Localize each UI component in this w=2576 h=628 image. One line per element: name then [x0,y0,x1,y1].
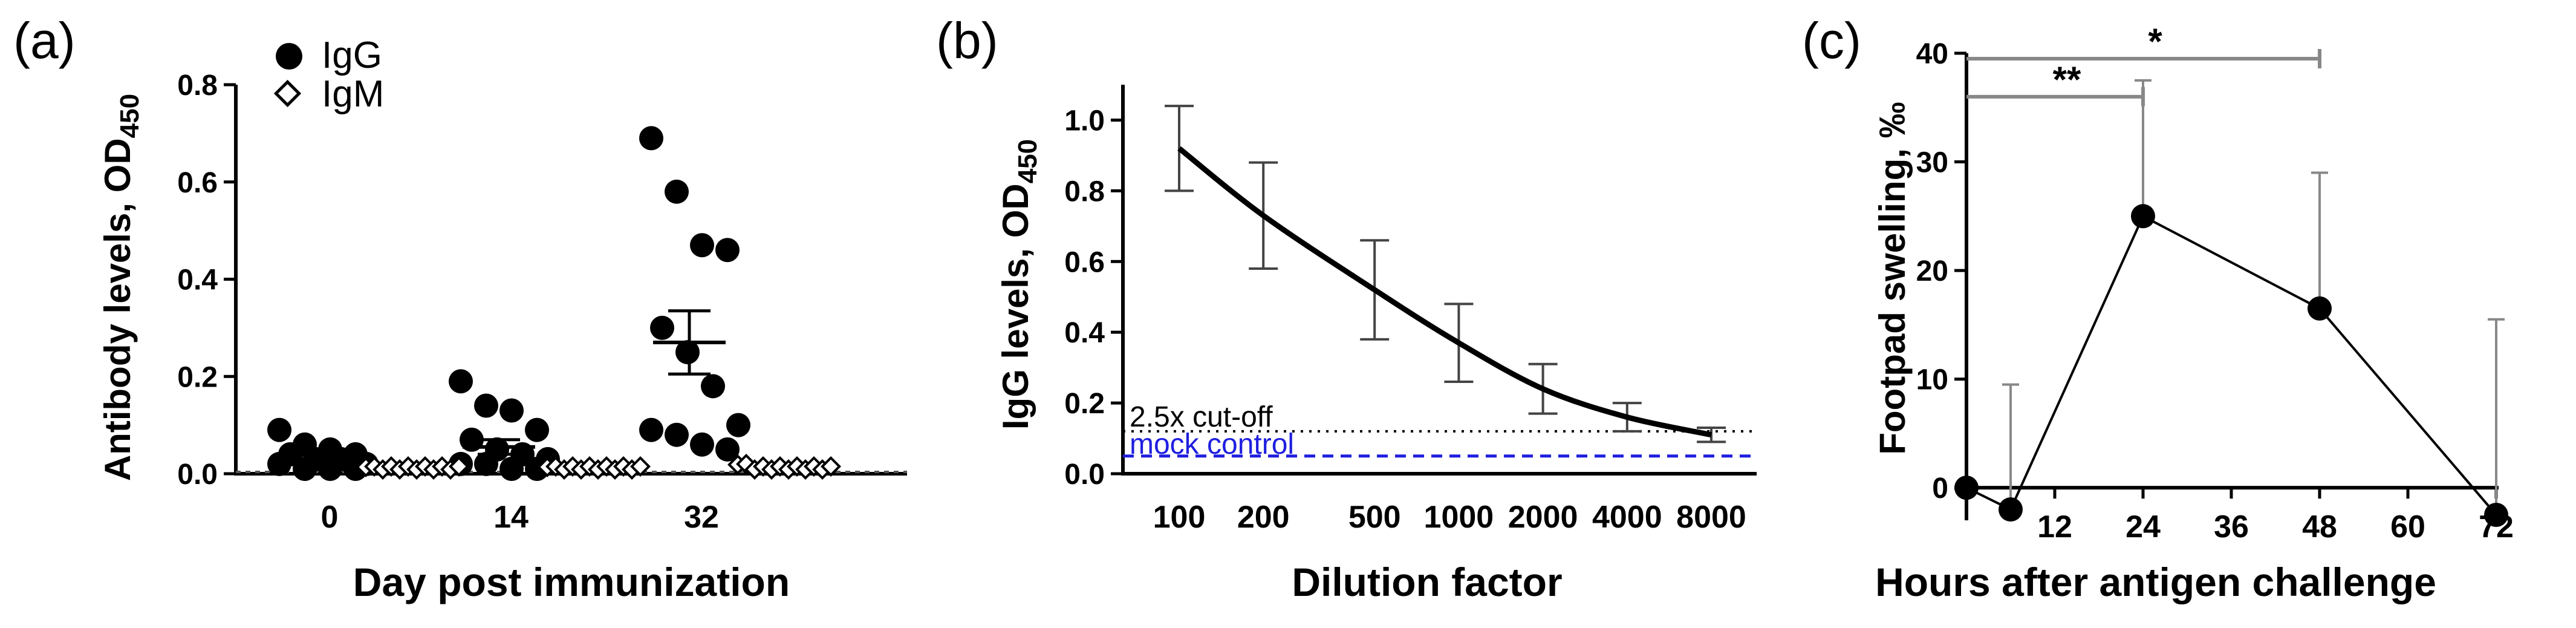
igg-point [690,233,714,258]
igg-point [525,417,549,442]
panel-a-points [267,126,841,481]
y-tick-label: 0.4 [1064,317,1105,349]
swelling-point [2308,296,2332,321]
legend-igm-marker [273,79,302,108]
cutoff-label: 2.5x cut-off [1130,401,1273,433]
x-tick-label: 200 [1237,500,1290,535]
y-tick-label: 1.0 [1064,105,1105,137]
igg-point [650,315,674,340]
significance-brackets: *** [1966,21,2321,106]
y-tick-label: 20 [1916,255,1948,287]
panel-c-points [1954,204,2508,528]
igg-point [449,369,473,394]
x-tick-label: 12 [2037,509,2072,545]
panel-b-y-label: IgG levels, OD450 [995,139,1042,430]
panel-c-x-ticks: 12 24 36 48 60 72 [2037,488,2514,545]
x-tick-label: 32 [684,500,719,535]
igg-point [499,456,524,481]
y-tick-label: 0.8 [177,70,218,102]
panel-a-scatter: (a) 0.0 0.2 0.4 0.6 0.8 0 14 32 IgG IgM Antibo… [13,12,907,604]
y-tick-label: 40 [1916,38,1948,70]
x-tick-label: 24 [2126,509,2161,545]
igg-point [499,398,524,423]
y-tick-label: 0 [1932,473,1948,505]
igg-point [665,179,689,204]
panel-c-error-bars [2002,79,2505,515]
panel-a-x-ticks: 0 14 32 [321,500,719,535]
significance-label: * [2148,21,2162,62]
swelling-point [1999,497,2023,522]
panel-c-y-label: Footpad swelling, ‰ [1872,102,1913,454]
x-tick-label: 1000 [1424,500,1494,535]
x-tick-label: 8000 [1676,500,1746,535]
y-tick-label: 30 [1916,147,1948,179]
igg-point [726,413,750,437]
y-tick-label: 0.6 [1064,246,1105,278]
igg-point [639,126,663,151]
igg-point [715,238,740,263]
panel-a-label: (a) [13,12,76,69]
mock-control-label: mock control [1130,428,1294,460]
x-tick-label: 4000 [1592,500,1662,535]
panel-a-y-ticks: 0.0 0.2 0.4 0.6 0.8 [177,70,236,491]
panel-b-error-bars [1165,105,1726,443]
panel-b-label: (b) [936,12,998,69]
igm-point [630,456,651,477]
panel-b-x-ticks: 100 200 500 1000 2000 4000 8000 [1153,500,1746,535]
panel-a-y-label: Antibody levels, OD450 [97,94,145,481]
legend-igg-label: IgG [322,34,382,76]
y-tick-label: 0.6 [177,167,218,199]
panel-b-dilution: (b) 0.0 0.2 0.4 0.6 0.8 1.0 100 200 500 1000 2000… [936,12,1757,604]
swelling-point [1954,476,1979,500]
panel-a-legend: IgG IgM [273,34,384,115]
y-tick-label: 0.4 [177,264,218,296]
igg-point [474,451,498,476]
igg-point [267,417,291,442]
y-tick-label: 0.8 [1064,175,1105,208]
panel-c-x-label: Hours after antigen challenge [1875,560,2436,604]
x-tick-label: 500 [1348,500,1401,535]
panel-b-x-label: Dilution factor [1292,560,1562,604]
legend-igg-marker [276,43,302,70]
panel-a-x-label: Day post immunization [353,560,790,604]
x-tick-label: 100 [1153,500,1206,535]
igg-point [690,432,714,457]
swelling-point [2131,204,2155,229]
igg-point [715,437,740,462]
panel-c-y-ticks: 0 10 20 30 40 [1916,38,1966,505]
legend-igm-label: IgM [322,73,384,115]
x-tick-label: 0 [321,500,339,535]
igm-point [449,456,469,477]
y-tick-label: 0.2 [1064,388,1105,420]
igg-dilution-curve [1177,146,1712,438]
panel-b-y-ticks: 0.0 0.2 0.4 0.6 0.8 1.0 [1064,105,1123,491]
x-tick-label: 60 [2390,509,2425,545]
igg-point [675,340,700,365]
y-tick-label: 10 [1916,364,1948,396]
swelling-point [2484,503,2508,528]
y-tick-label: 0.2 [177,361,218,393]
x-tick-label: 14 [493,500,529,535]
igg-point [665,422,689,447]
y-tick-label: 0.0 [1064,459,1105,491]
y-tick-label: 0.0 [177,459,218,491]
panel-c-label: (c) [1802,12,1861,69]
significance-label: ** [2053,59,2081,100]
igg-point [474,393,498,418]
swelling-line [1966,214,2497,516]
igg-point [701,374,725,399]
igm-point [821,456,841,477]
x-tick-label: 48 [2302,509,2337,545]
x-tick-label: 2000 [1508,500,1578,535]
x-tick-label: 36 [2214,509,2249,545]
igg-point [267,451,291,476]
igg-point [639,417,663,442]
